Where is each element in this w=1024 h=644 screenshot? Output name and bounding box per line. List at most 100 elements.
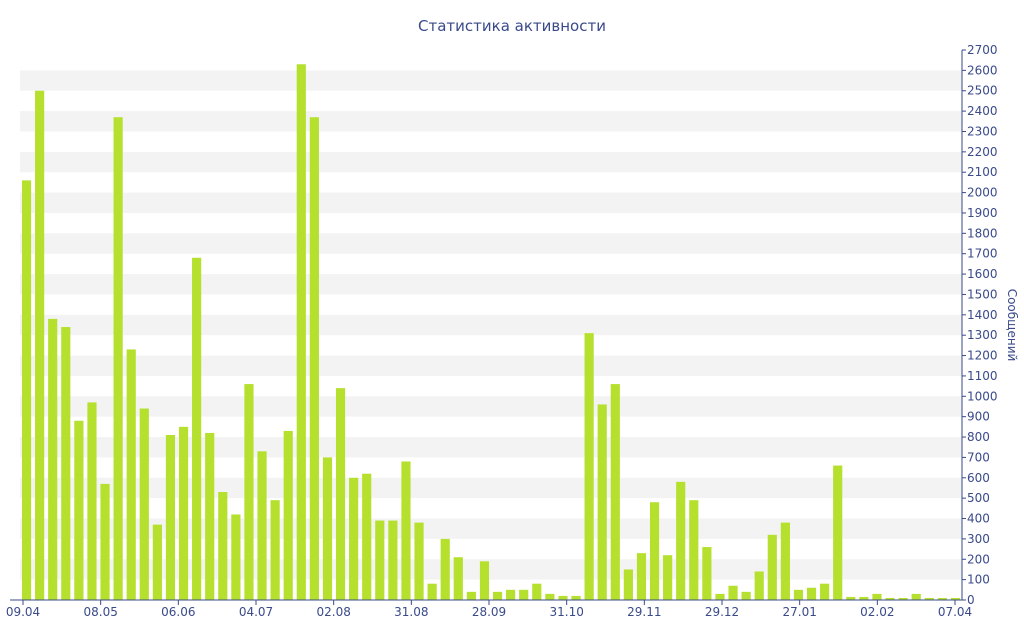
y-tick-label: 2500 [967, 84, 998, 98]
y-tick-label: 1600 [967, 267, 998, 281]
y-tick-label: 1000 [967, 389, 998, 403]
bar[interactable] [924, 597, 934, 600]
bar[interactable] [571, 595, 581, 600]
y-tick-label: 1800 [967, 226, 998, 240]
bar[interactable] [375, 520, 385, 600]
bar[interactable] [937, 597, 947, 600]
x-tick-label: 07.04 [938, 605, 972, 619]
bar[interactable] [309, 117, 319, 600]
bar[interactable] [192, 257, 202, 600]
bar[interactable] [152, 524, 162, 600]
bar[interactable] [846, 596, 856, 600]
bar[interactable] [349, 477, 359, 600]
grid-band [20, 111, 962, 132]
bar[interactable] [663, 555, 673, 600]
bar[interactable] [728, 585, 738, 600]
x-tick-label: 09.04 [6, 605, 40, 619]
grid-band [20, 396, 962, 417]
bar[interactable] [793, 589, 804, 600]
bar[interactable] [35, 90, 45, 601]
bar[interactable] [335, 388, 346, 600]
y-tick-label: 1700 [967, 247, 998, 261]
bar[interactable] [741, 591, 751, 600]
bar[interactable] [427, 583, 437, 600]
bar[interactable] [885, 597, 895, 600]
bar[interactable] [165, 435, 176, 600]
y-tick-label: 1900 [967, 206, 998, 220]
bar[interactable] [218, 492, 228, 600]
bar[interactable] [74, 420, 84, 600]
bar[interactable] [872, 593, 882, 600]
bar[interactable] [610, 384, 620, 600]
bar[interactable] [506, 589, 516, 600]
bar[interactable] [414, 522, 424, 600]
bar[interactable] [636, 553, 647, 600]
bar[interactable] [401, 461, 411, 600]
grid-band [20, 518, 962, 539]
y-tick-label: 1100 [967, 369, 998, 383]
bar[interactable] [244, 384, 254, 600]
y-tick-label: 300 [967, 532, 990, 546]
bar[interactable] [257, 451, 267, 600]
y-tick-label: 700 [967, 450, 990, 464]
bar[interactable] [322, 457, 333, 600]
y-tick-label: 200 [967, 552, 990, 566]
grid-band [20, 70, 962, 91]
bar[interactable] [100, 483, 110, 600]
bar[interactable] [519, 589, 529, 600]
bar[interactable] [283, 430, 293, 600]
y-tick-label: 2600 [967, 63, 998, 77]
bar[interactable] [715, 593, 725, 600]
bar[interactable] [296, 64, 306, 600]
bar[interactable] [806, 587, 817, 600]
bar[interactable] [453, 557, 463, 600]
x-tick-label: 29.11 [627, 605, 661, 619]
bar[interactable] [911, 593, 921, 600]
bar[interactable] [440, 538, 450, 600]
bar[interactable] [532, 583, 542, 600]
bar[interactable] [820, 583, 830, 600]
bar[interactable] [558, 595, 568, 600]
bar[interactable] [270, 500, 280, 600]
bar[interactable] [545, 593, 555, 600]
y-tick-label: 1300 [967, 328, 998, 342]
bar[interactable] [754, 571, 764, 600]
bar[interactable] [859, 596, 869, 600]
bar[interactable] [649, 502, 660, 600]
bar[interactable] [676, 481, 686, 600]
bar[interactable] [767, 534, 777, 600]
bar[interactable] [479, 561, 490, 600]
y-tick-label: 2200 [967, 145, 998, 159]
grid-band [20, 314, 962, 336]
bar[interactable] [689, 500, 699, 600]
bar[interactable] [205, 432, 215, 600]
bar[interactable] [231, 514, 241, 600]
bar[interactable] [597, 404, 607, 600]
bar[interactable] [48, 318, 58, 600]
bar[interactable] [21, 180, 32, 601]
bar[interactable] [178, 426, 189, 600]
bar[interactable] [388, 520, 398, 600]
bar[interactable] [950, 597, 961, 600]
bar[interactable] [492, 591, 503, 600]
x-tick-label: 04.07 [239, 605, 273, 619]
y-tick-label: 0 [967, 593, 975, 607]
bar[interactable] [833, 465, 843, 600]
bar[interactable] [139, 408, 149, 600]
bar[interactable] [898, 597, 908, 600]
bar[interactable] [584, 333, 594, 600]
bar[interactable] [362, 473, 372, 600]
bar[interactable] [702, 547, 712, 600]
bar[interactable] [466, 591, 476, 600]
bar[interactable] [623, 569, 633, 600]
x-tick-label: 27.01 [782, 605, 816, 619]
bar[interactable] [87, 402, 97, 600]
y-tick-label: 2000 [967, 186, 998, 200]
bar[interactable] [126, 349, 136, 600]
bar[interactable] [780, 522, 790, 600]
bar[interactable] [113, 117, 123, 600]
bar[interactable] [61, 327, 71, 600]
y-tick-label: 100 [967, 573, 990, 587]
